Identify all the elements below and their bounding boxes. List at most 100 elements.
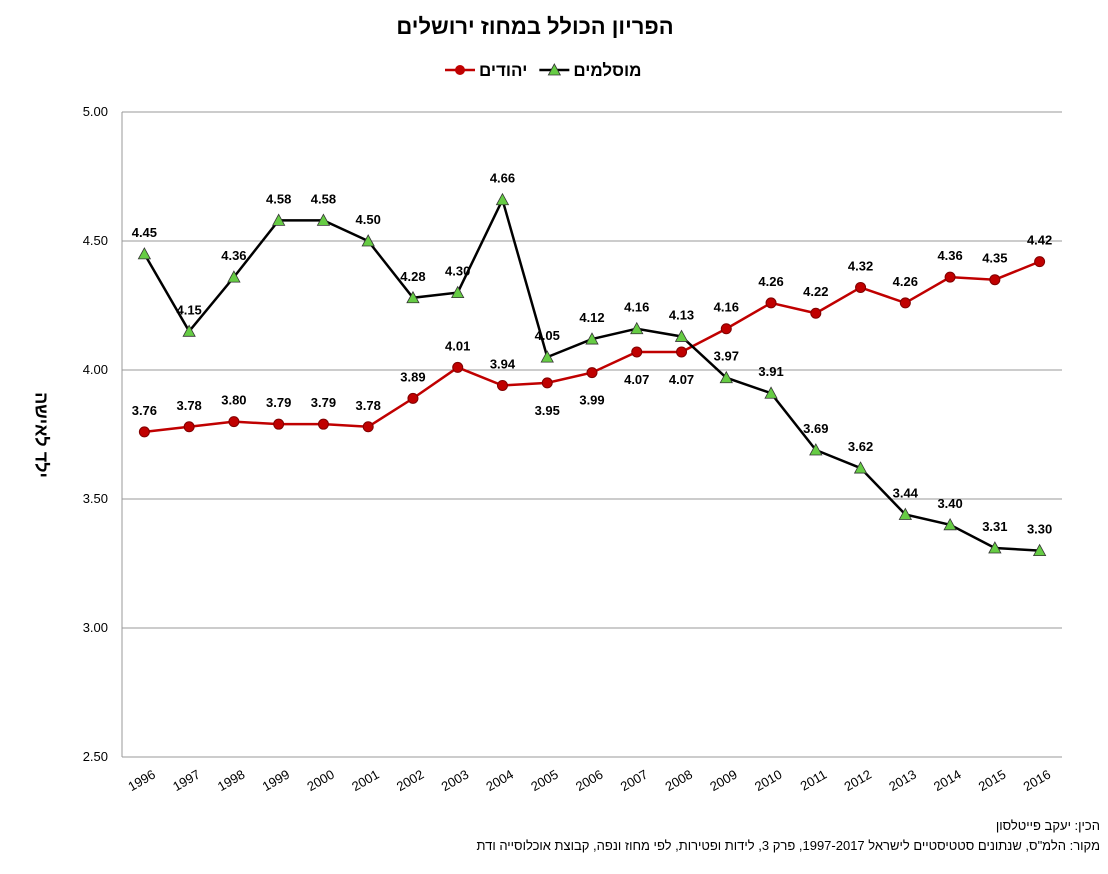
data-point xyxy=(810,307,822,319)
x-tick-label: 2008 xyxy=(662,767,695,794)
data-point xyxy=(631,346,643,358)
data-label: 3.69 xyxy=(803,421,828,436)
data-point xyxy=(809,443,823,456)
data-label: 4.30 xyxy=(445,264,470,279)
legend-label: יהודים xyxy=(479,61,527,80)
data-point xyxy=(137,247,152,260)
x-tick-label: 2010 xyxy=(752,767,785,794)
y-tick-label: 2.50 xyxy=(83,749,108,764)
data-label: 4.01 xyxy=(445,338,470,353)
data-label: 4.58 xyxy=(266,191,291,206)
y-tick-label: 3.50 xyxy=(83,491,108,506)
data-point xyxy=(540,350,554,363)
x-tick-label: 2005 xyxy=(528,767,561,794)
data-label: 3.78 xyxy=(176,398,201,413)
data-label: 3.89 xyxy=(400,369,425,384)
data-point xyxy=(898,507,913,520)
data-label: 3.40 xyxy=(937,496,962,511)
x-tick-label: 1999 xyxy=(260,767,293,794)
data-point xyxy=(1034,256,1046,268)
data-point xyxy=(676,346,688,358)
data-label: 4.58 xyxy=(311,191,336,206)
data-point xyxy=(1032,543,1047,556)
data-point xyxy=(944,271,956,283)
data-label: 4.35 xyxy=(982,251,1007,266)
data-point xyxy=(227,270,241,283)
data-point xyxy=(988,541,1002,554)
data-label: 4.22 xyxy=(803,284,828,299)
data-point xyxy=(361,234,375,247)
x-tick-label: 2009 xyxy=(707,767,740,794)
data-label: 4.16 xyxy=(714,300,739,315)
data-point xyxy=(317,418,329,430)
x-tick-label: 1996 xyxy=(125,767,158,794)
data-label: 3.94 xyxy=(490,356,516,371)
data-point xyxy=(496,379,508,391)
data-label: 4.36 xyxy=(221,248,246,263)
data-label: 4.26 xyxy=(758,274,783,289)
data-point xyxy=(719,370,733,384)
data-point xyxy=(586,367,598,379)
x-tick-label: 2013 xyxy=(886,767,919,794)
data-label: 3.79 xyxy=(311,395,336,410)
chart-title: הפריון הכולל במחוז ירושלים xyxy=(396,14,673,39)
y-tick-label: 4.00 xyxy=(83,362,108,377)
data-point xyxy=(765,297,777,309)
data-point xyxy=(138,426,150,438)
data-point xyxy=(630,321,644,335)
data-label: 3.99 xyxy=(579,393,604,408)
y-tick-label: 4.50 xyxy=(83,233,108,248)
data-point xyxy=(182,324,196,337)
credit: הכין: יעקב פייטלסון xyxy=(996,818,1100,833)
data-point xyxy=(853,461,868,474)
data-point xyxy=(406,290,420,304)
data-label: 4.50 xyxy=(356,212,381,227)
data-point xyxy=(451,285,465,299)
x-tick-label: 2001 xyxy=(349,767,382,794)
y-tick-label: 5.00 xyxy=(83,104,108,119)
x-tick-label: 2015 xyxy=(976,767,1009,794)
data-label: 4.42 xyxy=(1027,233,1052,248)
data-label: 3.95 xyxy=(535,403,560,418)
source: מקור: הלמ"ס, שנתונים סטטיסטיים לישראל 19… xyxy=(477,838,1100,853)
data-label: 4.16 xyxy=(624,300,649,315)
x-tick-label: 2006 xyxy=(573,767,606,794)
data-point xyxy=(541,377,553,389)
data-point xyxy=(407,392,419,404)
data-point xyxy=(899,297,911,309)
data-point xyxy=(855,281,867,293)
x-tick-label: 2002 xyxy=(394,767,427,794)
data-point xyxy=(495,192,510,206)
data-label: 3.79 xyxy=(266,395,291,410)
data-label: 3.30 xyxy=(1027,522,1052,537)
data-point xyxy=(674,329,689,342)
data-point xyxy=(943,517,957,531)
data-label: 3.80 xyxy=(221,393,246,408)
data-label: 3.91 xyxy=(758,364,783,379)
y-axis-label: ילד לאישה xyxy=(31,392,51,478)
data-point xyxy=(183,421,195,433)
x-tick-label: 2016 xyxy=(1021,767,1054,794)
data-point xyxy=(271,213,286,226)
x-tick-label: 2004 xyxy=(483,767,516,794)
data-label: 3.44 xyxy=(893,485,919,500)
x-tick-label: 2007 xyxy=(618,767,651,794)
data-label: 4.07 xyxy=(669,372,694,387)
data-point xyxy=(452,361,464,373)
x-tick-label: 2011 xyxy=(798,767,830,794)
data-point xyxy=(585,332,599,345)
data-label: 3.97 xyxy=(714,349,739,364)
data-label: 4.28 xyxy=(400,269,425,284)
data-label: 3.78 xyxy=(356,398,381,413)
data-point xyxy=(720,323,732,335)
data-label: 4.13 xyxy=(669,307,694,322)
x-tick-label: 2014 xyxy=(931,767,964,794)
x-tick-label: 2012 xyxy=(842,767,875,794)
data-point xyxy=(273,418,285,430)
x-tick-label: 2003 xyxy=(439,767,472,794)
data-label: 4.66 xyxy=(490,171,515,186)
data-point xyxy=(989,274,1001,286)
data-label: 3.76 xyxy=(132,403,157,418)
data-point xyxy=(362,421,374,433)
